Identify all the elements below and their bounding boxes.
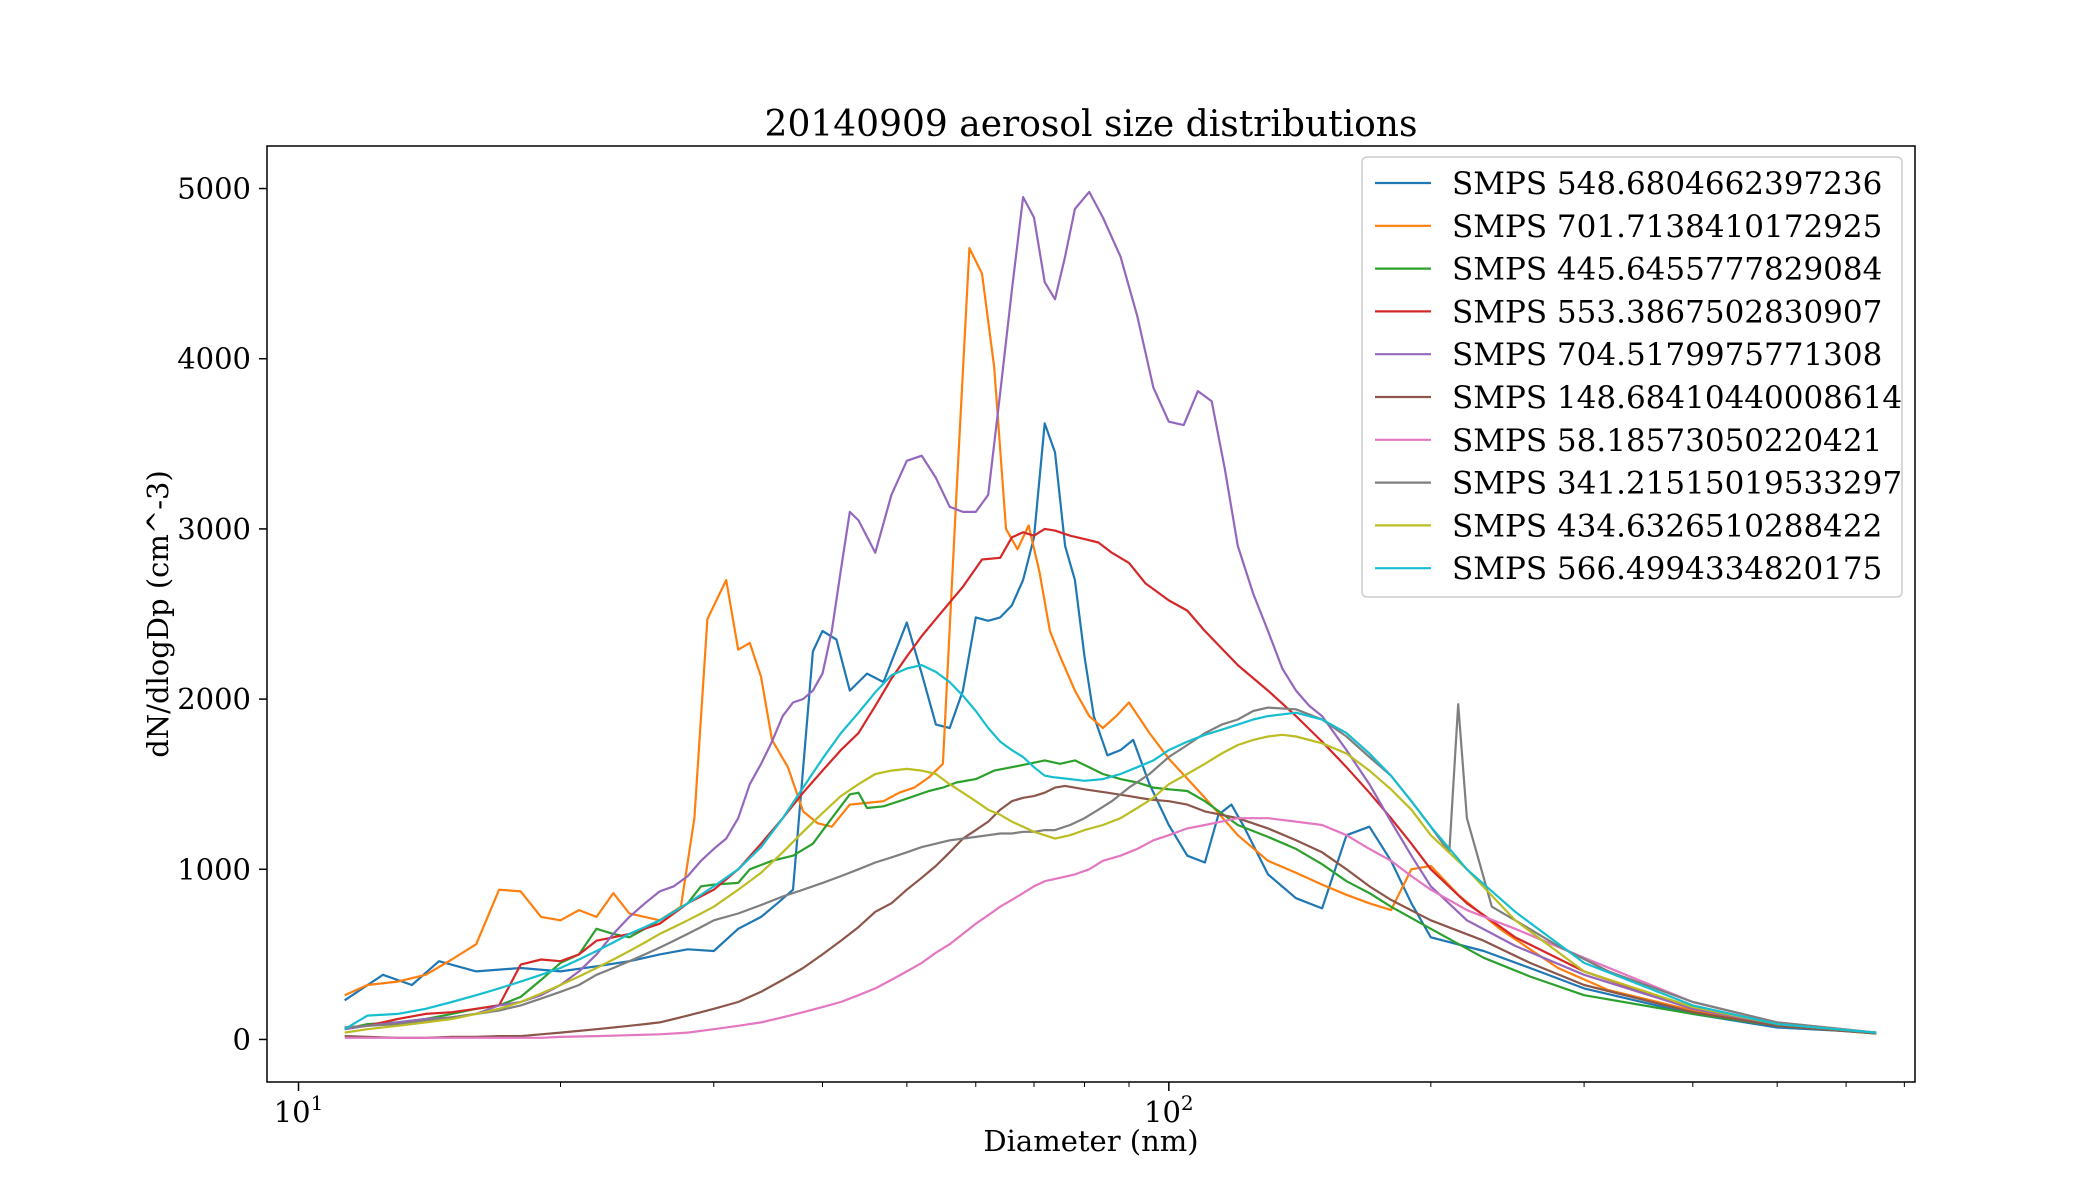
series-line-7	[344, 817, 1877, 1039]
series-line-9	[344, 733, 1877, 1034]
x-tick-label: 102	[1144, 1091, 1194, 1129]
legend-label: SMPS 434.6326510288422	[1452, 508, 1882, 544]
legend-label: SMPS 553.3867502830907	[1452, 294, 1882, 330]
y-axis-label: dN/dlogDp (cm^-3)	[141, 470, 175, 758]
x-axis-label: Diameter (nm)	[983, 1124, 1198, 1158]
legend-label: SMPS 58.18573050220421	[1452, 423, 1882, 459]
y-tick-label: 4000	[177, 342, 251, 376]
chart-title: 20140909 aerosol size distributions	[765, 104, 1418, 145]
series-line-10	[344, 664, 1877, 1034]
legend-box	[1361, 156, 1903, 598]
legend-label: SMPS 701.7138410172925	[1452, 209, 1882, 245]
series-line-1	[344, 422, 1877, 1034]
series-layer	[344, 190, 1877, 1039]
legend-label: SMPS 566.4994334820175	[1452, 551, 1882, 587]
plot-area	[266, 145, 1916, 1083]
series-line-3	[344, 759, 1877, 1035]
legend: SMPS 548.6804662397236 SMPS 701.713841017…	[1361, 156, 1903, 598]
legend-label: SMPS 704.5179975771308	[1452, 337, 1882, 373]
legend-label: SMPS 445.6455777829084	[1452, 252, 1882, 288]
y-axis: 0 1000 2000 3000 4000 5000	[177, 172, 267, 1056]
series-line-4	[344, 527, 1877, 1034]
series-line-2	[344, 247, 1877, 1034]
legend-label: SMPS 148.68410440008614	[1452, 380, 1902, 416]
y-tick-label: 1000	[177, 852, 251, 886]
legend-label: SMPS 548.6804662397236	[1452, 166, 1882, 202]
series-line-5	[344, 190, 1877, 1034]
y-tick-label: 5000	[177, 172, 251, 206]
x-tick-label: 101	[274, 1091, 324, 1129]
y-tick-label: 2000	[177, 682, 251, 716]
legend-label: SMPS 341.21515019533297	[1452, 466, 1902, 502]
plot-frame	[266, 145, 1916, 1083]
x-axis: 101 102	[274, 1082, 1905, 1129]
y-tick-label: 3000	[177, 512, 251, 546]
y-tick-label: 0	[233, 1022, 251, 1056]
series-line-6	[344, 784, 1877, 1039]
